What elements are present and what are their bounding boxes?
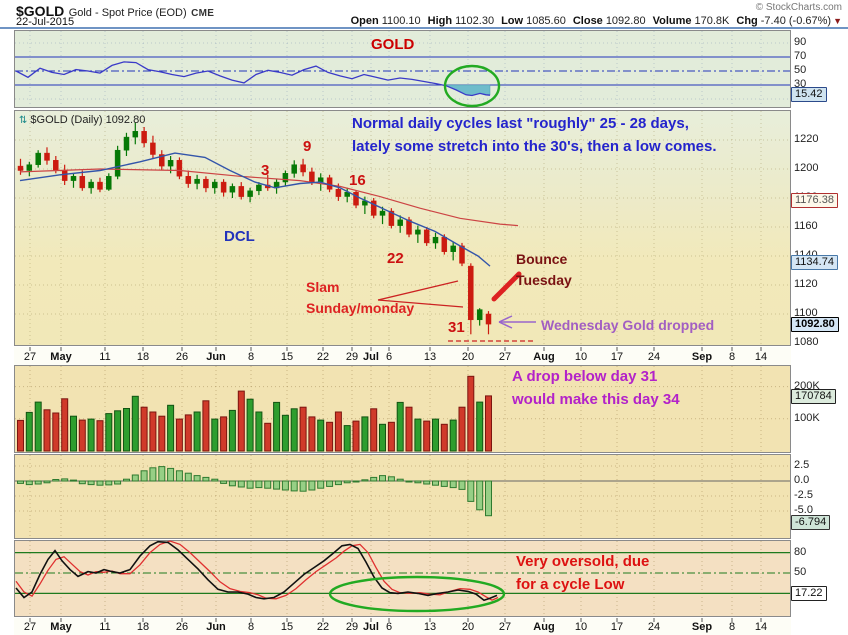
- copyright: © StockCharts.com: [755, 2, 842, 13]
- quote-open-value: 1100.10: [381, 15, 421, 27]
- y-axis-label: 1140: [794, 249, 818, 261]
- quote-low-value: 1085.60: [526, 15, 566, 27]
- quote-bar: Open 1100.10 High 1102.30 Low 1085.60 Close 109…: [344, 15, 842, 27]
- quote-chg-label: Chg: [736, 15, 758, 27]
- y-axis-label: 70: [794, 50, 807, 62]
- y-axis-label: 1200: [794, 162, 819, 174]
- quote-high-label: High: [427, 15, 453, 27]
- y-axis-label: 1160: [794, 220, 818, 232]
- y-axis-label: -5.0: [794, 504, 813, 516]
- y-axis-label: 30: [794, 78, 807, 90]
- y-axis-label: 20: [794, 586, 807, 598]
- y-axis-label: 1220: [794, 133, 819, 145]
- chart-date: 22-Jul-2015: [16, 16, 75, 28]
- x-axis-strip-top: [14, 347, 791, 365]
- y-axis-label: 90: [794, 36, 807, 48]
- y-axis-value-box: 17.22: [791, 586, 827, 601]
- y-axis-label: 80: [794, 546, 807, 558]
- change-down-arrow-icon: ▼: [833, 16, 842, 26]
- y-axis-value-box: 170784: [791, 389, 836, 404]
- stochastic-panel: [14, 540, 791, 617]
- x-axis-strip-bottom: [14, 618, 791, 635]
- y-axis-label: 100K: [794, 412, 820, 424]
- y-axis-label: 2.5: [794, 459, 810, 471]
- y-axis-value-box: 1176.38: [791, 193, 838, 208]
- y-axis-label: 200K: [794, 380, 820, 392]
- quote-open-label: Open: [350, 15, 379, 27]
- quote-low-label: Low: [501, 15, 524, 27]
- price-panel: [14, 110, 791, 346]
- quote-close-label: Close: [572, 15, 603, 27]
- y-axis-label: 0.0: [794, 474, 810, 486]
- ticker-symbol: $GOLD: [16, 3, 65, 19]
- quote-volume-value: 170.8K: [694, 15, 730, 27]
- y-axis-label: 1120: [794, 278, 818, 290]
- y-axis-label: 50: [794, 566, 807, 578]
- rsi-panel: [14, 30, 791, 108]
- momentum-panel: [14, 454, 791, 539]
- y-axis-label: 1080: [794, 336, 819, 348]
- y-axis-value-box: 1134.74: [791, 255, 838, 270]
- y-axis-label: 50: [794, 64, 807, 76]
- y-axis-label: -2.5: [794, 489, 813, 501]
- quote-close-value: 1092.80: [605, 15, 646, 27]
- ticker-name: Gold - Spot Price (EOD): [68, 7, 187, 19]
- y-axis-label: 1180: [794, 191, 818, 203]
- quote-chg-value: -7.40 (-0.67%): [760, 15, 832, 27]
- quote-volume-label: Volume: [652, 15, 692, 27]
- volume-panel: [14, 365, 791, 453]
- y-axis-value-box: 1092.80: [791, 317, 839, 332]
- y-axis-value-box: -6.794: [791, 515, 831, 530]
- ticker-header: $GOLD Gold - Spot Price (EOD) CME: [16, 3, 214, 21]
- quote-high-value: 1102.30: [455, 15, 495, 27]
- y-axis-label: 1100: [794, 307, 818, 319]
- y-axis-value-box: 15.42: [791, 87, 827, 102]
- header-divider: [0, 27, 848, 29]
- ticker-exchange: CME: [191, 8, 215, 19]
